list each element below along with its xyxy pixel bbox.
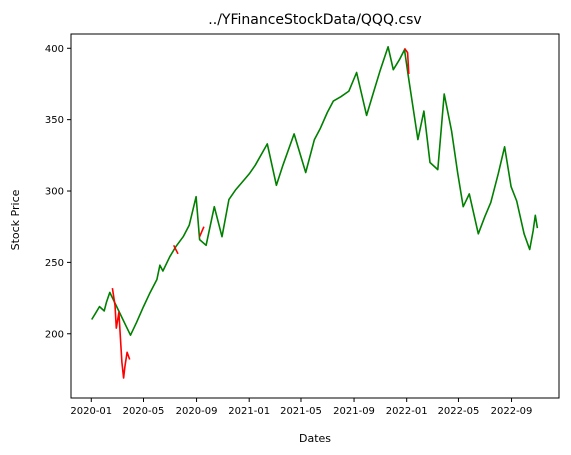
x-tick-label: 2021-01 <box>228 406 270 417</box>
y-tick-label: 300 <box>45 187 64 198</box>
x-axis: 2020-01 2020-05 2020-09 2021-01 2021-05 2021-… <box>70 398 532 417</box>
y-tick-label: 400 <box>45 44 64 55</box>
x-axis-title: Dates <box>299 432 331 445</box>
x-tick-label: 2022-01 <box>386 406 428 417</box>
x-tick-label: 2022-05 <box>438 406 480 417</box>
series-line-1 <box>91 45 539 337</box>
series-line-4 <box>198 226 205 238</box>
y-tick-label: 350 <box>45 115 64 126</box>
series-line-3 <box>172 244 179 255</box>
y-tick-label: 250 <box>45 258 64 269</box>
x-tick-label: 2022-09 <box>491 406 533 417</box>
y-axis-title: Stock Price <box>9 189 22 250</box>
x-tick-label: 2021-09 <box>333 406 375 417</box>
plot-frame <box>70 33 560 399</box>
x-tick-label: 2020-05 <box>123 406 165 417</box>
series-line-2 <box>111 287 131 379</box>
x-tick-label: 2020-01 <box>70 406 112 417</box>
series-line-5 <box>403 47 410 75</box>
series-lines <box>91 45 539 379</box>
y-tick-label: 200 <box>45 329 64 340</box>
chart-title: ../YFinanceStockData/QQQ.csv <box>208 12 421 28</box>
x-tick-label: 2020-09 <box>176 406 218 417</box>
x-tick-label: 2021-05 <box>280 406 322 417</box>
y-axis: 200 250 300 350 400 <box>45 44 71 340</box>
